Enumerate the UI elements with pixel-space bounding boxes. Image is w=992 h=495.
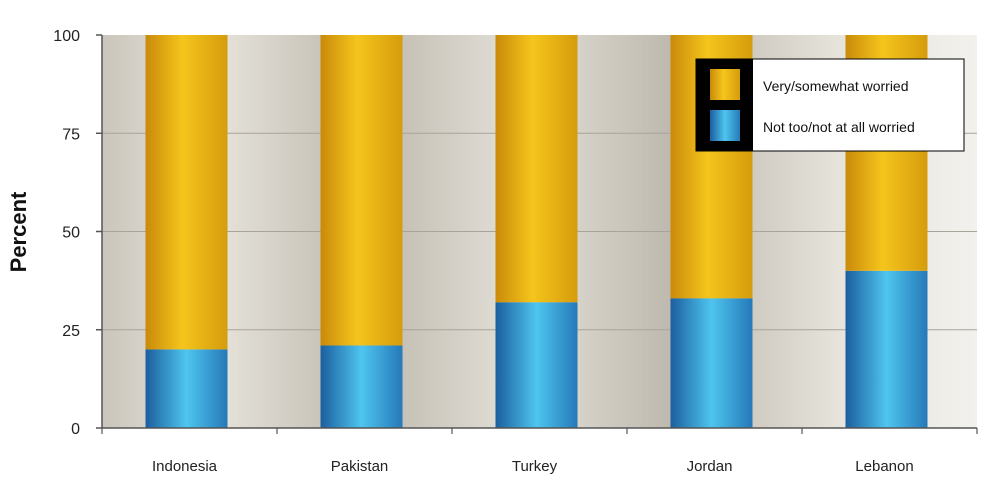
bar-not-worried-lebanon [845, 270, 928, 428]
bars [145, 35, 928, 428]
y-axis-label: Percent [6, 191, 31, 272]
x-tick-label: Pakistan [331, 458, 389, 475]
x-tick-label: Turkey [512, 458, 558, 475]
legend: Very/somewhat worried Not too/not at all… [695, 58, 965, 152]
bar-not-worried-turkey [495, 302, 578, 428]
y-tick-label: 100 [53, 28, 80, 45]
y-tick-labels: 0 25 50 75 100 [53, 28, 80, 438]
bar-worried-indonesia [145, 35, 228, 350]
bar-worried-turkey [495, 35, 578, 303]
bar-not-worried-indonesia [145, 349, 228, 428]
bar-not-worried-pakistan [320, 345, 403, 428]
legend-swatch-not-worried [710, 110, 740, 141]
legend-label-worried: Very/somewhat worried [763, 78, 909, 94]
bar-not-worried-jordan [670, 298, 753, 428]
x-tick-label: Jordan [687, 458, 733, 475]
y-tick-label: 25 [62, 323, 80, 340]
y-tick-label: 75 [62, 126, 80, 143]
y-tick-label: 0 [71, 421, 80, 438]
y-tick-label: 50 [62, 225, 80, 242]
legend-label-not-worried: Not too/not at all worried [763, 119, 915, 135]
x-tick-label: Indonesia [152, 458, 218, 475]
bar-worried-pakistan [320, 35, 403, 346]
axes [96, 34, 978, 434]
legend-swatch-worried [710, 69, 740, 100]
x-tick-labels: Indonesia Pakistan Turkey Jordan Lebanon [152, 458, 914, 475]
x-tick-label: Lebanon [855, 458, 913, 475]
